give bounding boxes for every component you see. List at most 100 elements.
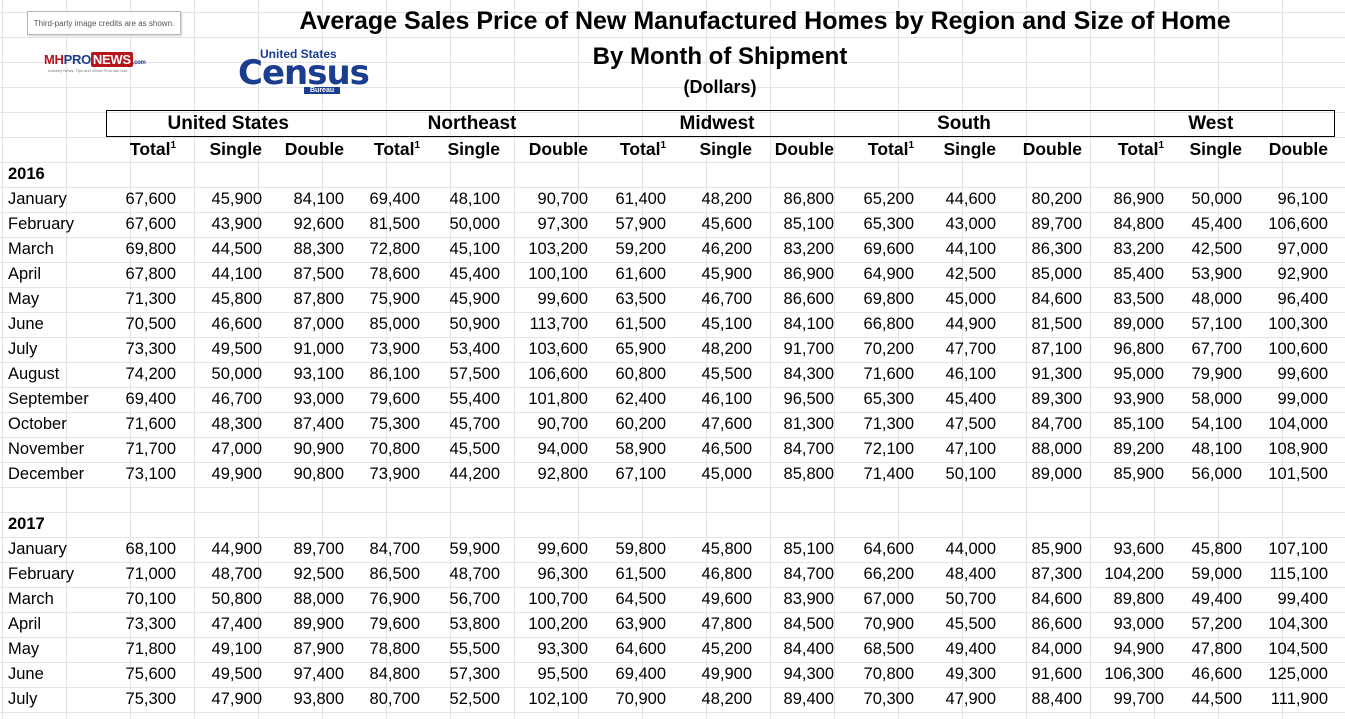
- price-cell: 71,300: [125, 290, 176, 308]
- region-header-spacer: [2, 111, 106, 137]
- price-cell: 61,500: [615, 565, 666, 583]
- price-cell: 57,900: [615, 215, 666, 233]
- price-cell: 65,300: [863, 390, 914, 408]
- month-label: September: [8, 390, 89, 408]
- year-row: 2016: [2, 162, 1334, 187]
- price-cell: 67,100: [615, 465, 666, 483]
- region-header: West: [1088, 110, 1335, 137]
- price-cell: 104,500: [1268, 640, 1328, 658]
- image-credit-text: Third-party image credits are as shown.: [33, 18, 175, 28]
- column-header-label: Total: [619, 139, 661, 159]
- empty-cell: [426, 162, 506, 187]
- page-title: Average Sales Price of New Manufactured …: [299, 7, 1231, 35]
- empty-cell: [106, 512, 182, 537]
- column-header: Double: [268, 137, 350, 163]
- table-row: June 70,500 46,600 87,000 85,000 50,900 113,70…: [2, 312, 1334, 337]
- price-cell: 69,800: [125, 240, 176, 258]
- price-cell: 89,700: [293, 540, 344, 558]
- price-cell: 47,500: [945, 415, 996, 433]
- table-row: April 73,300 47,400 89,900 79,600 53,800 100,2…: [2, 612, 1334, 637]
- empty-cell: [268, 512, 350, 537]
- mhpro-pro: PRO: [63, 52, 92, 67]
- price-cell: 100,100: [528, 265, 588, 283]
- price-cell: 75,300: [125, 690, 176, 708]
- price-cell: 91,000: [293, 340, 344, 358]
- price-cell: 49,500: [211, 340, 262, 358]
- price-cell: 92,900: [1277, 265, 1328, 283]
- price-cell: 57,200: [1191, 615, 1242, 633]
- mhpro-mh: MH: [44, 52, 64, 67]
- price-cell: 84,700: [369, 540, 420, 558]
- price-cell: 93,800: [293, 690, 344, 708]
- empty-cell: [1170, 162, 1248, 187]
- price-cell: 100,700: [528, 590, 588, 608]
- price-cell: 91,700: [783, 340, 834, 358]
- price-cell: 61,600: [615, 265, 666, 283]
- empty-cell: [506, 512, 594, 537]
- empty-cell: [672, 162, 758, 187]
- price-cell: 101,800: [528, 390, 588, 408]
- price-cell: 93,900: [1113, 390, 1164, 408]
- price-cell: 59,200: [615, 240, 666, 258]
- price-cell: 45,100: [449, 240, 500, 258]
- month-label: June: [8, 315, 44, 333]
- price-cell: 84,400: [783, 640, 834, 658]
- price-cell: 84,000: [1031, 640, 1082, 658]
- price-cell: 53,800: [449, 615, 500, 633]
- year-label: 2016: [8, 165, 45, 183]
- price-cell: 87,900: [293, 640, 344, 658]
- table-row: July 73,300 49,500 91,000 73,900 53,400 103,60…: [2, 337, 1334, 362]
- price-cell: 64,500: [615, 590, 666, 608]
- price-cell: 84,800: [1113, 215, 1164, 233]
- price-cell: 47,400: [211, 615, 262, 633]
- price-cell: 85,000: [1031, 265, 1082, 283]
- price-cell: 56,000: [1191, 465, 1242, 483]
- price-cell: 67,700: [1191, 340, 1242, 358]
- price-cell: 49,600: [701, 590, 752, 608]
- price-cell: 66,200: [863, 565, 914, 583]
- empty-cell: [182, 512, 268, 537]
- column-header-label: Single: [943, 139, 996, 159]
- empty-cell: [1088, 162, 1170, 187]
- price-cell: 81,500: [369, 215, 420, 233]
- empty-cell: [758, 512, 840, 537]
- price-cell: 113,700: [529, 315, 588, 333]
- price-cell: 70,100: [125, 590, 176, 608]
- empty-cell: [920, 162, 1002, 187]
- spacer-row: [2, 487, 1334, 512]
- price-cell: 95,500: [537, 665, 588, 683]
- month-label: May: [8, 640, 40, 658]
- table-row: June 75,600 49,500 97,400 84,800 57,300 95,500…: [2, 662, 1334, 687]
- price-cell: 85,900: [1031, 540, 1082, 558]
- price-cell: 47,800: [701, 615, 752, 633]
- price-cell: 68,500: [863, 640, 914, 658]
- price-cell: 50,900: [449, 315, 500, 333]
- price-cell: 60,800: [615, 365, 666, 383]
- price-cell: 43,900: [211, 215, 262, 233]
- price-cell: 60,200: [615, 415, 666, 433]
- price-cell: 45,000: [945, 290, 996, 308]
- price-cell: 65,900: [615, 340, 666, 358]
- price-cell: 50,700: [945, 590, 996, 608]
- empty-cell: [350, 162, 426, 187]
- price-cell: 71,400: [863, 465, 914, 483]
- price-cell: 88,000: [1031, 440, 1082, 458]
- column-header: Total1: [1088, 137, 1170, 163]
- price-cell: 96,300: [537, 565, 588, 583]
- price-cell: 85,400: [1113, 265, 1164, 283]
- image-credit-note: Third-party image credits are as shown.: [27, 11, 181, 35]
- price-cell: 65,300: [863, 215, 914, 233]
- price-cell: 103,600: [528, 340, 588, 358]
- price-cell: 87,300: [1031, 565, 1082, 583]
- price-cell: 46,100: [701, 390, 752, 408]
- price-cell: 69,400: [615, 665, 666, 683]
- price-cell: 47,000: [211, 440, 262, 458]
- price-cell: 42,500: [945, 265, 996, 283]
- price-cell: 88,300: [293, 240, 344, 258]
- region-header: Midwest: [594, 110, 840, 137]
- column-header-row: Total1 Single Double Total1 Single Double Tota…: [2, 137, 1334, 163]
- column-header-label: Single: [447, 139, 500, 159]
- price-cell: 69,400: [369, 190, 420, 208]
- price-cell: 87,000: [293, 315, 344, 333]
- month-label: February: [8, 565, 75, 583]
